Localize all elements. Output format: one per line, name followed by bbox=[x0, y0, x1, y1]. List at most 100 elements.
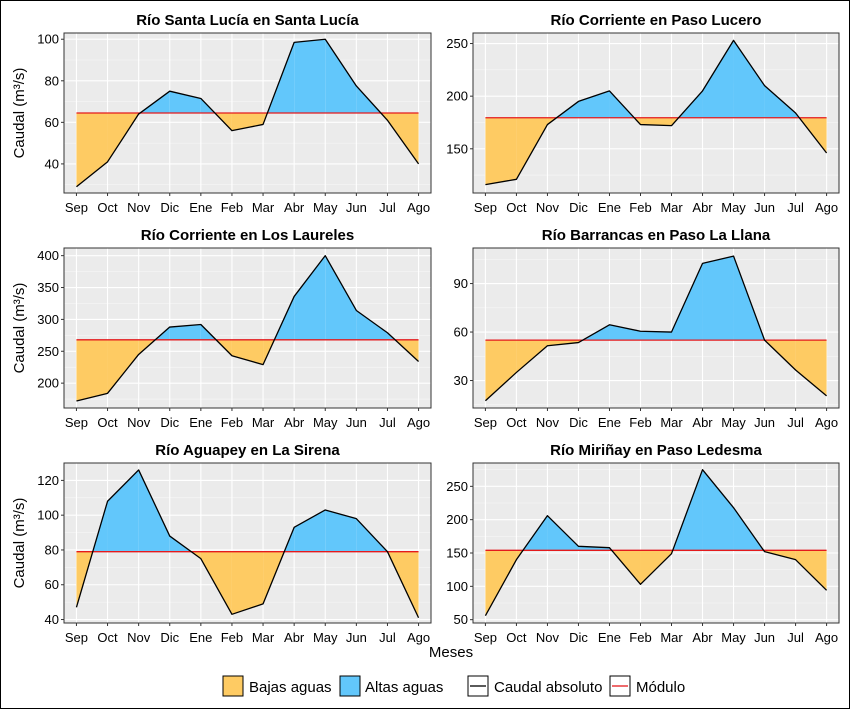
x-tick-label-Jul: Jul bbox=[379, 200, 396, 215]
x-tick-label-Sep: Sep bbox=[65, 200, 88, 215]
panel-border bbox=[63, 247, 432, 409]
x-tick-label-Ago: Ago bbox=[407, 415, 430, 430]
x-tick-label-Nov: Nov bbox=[536, 200, 560, 215]
x-tick-label-Oct: Oct bbox=[506, 200, 527, 215]
panel-border bbox=[472, 32, 840, 194]
bajas-aguas-area bbox=[516, 340, 548, 373]
x-tick-label-Dic: Dic bbox=[160, 415, 179, 430]
x-tick-label-Dic: Dic bbox=[569, 630, 588, 645]
x-tick-label-Feb: Feb bbox=[221, 630, 243, 645]
x-tick-label-Ago: Ago bbox=[815, 200, 838, 215]
x-tick-label-Sep: Sep bbox=[474, 630, 497, 645]
y-tick-label: 40 bbox=[45, 612, 59, 627]
facet-panel-6: 50 100 150 200 250 Sep Oct Nov Dic Ene Feb Mar Abr Ma… bbox=[446, 442, 840, 645]
bajas-aguas-area bbox=[795, 550, 827, 591]
x-axis-label: Meses bbox=[429, 644, 473, 661]
panel-title: Río Santa Lucía en Santa Lucía bbox=[136, 12, 359, 29]
altas-aguas-area bbox=[356, 310, 388, 340]
panel-border bbox=[63, 462, 432, 624]
caudal-absoluto-line bbox=[484, 469, 828, 616]
facet-panel-3: 200 250 300 350 400 Sep Oct Nov Dic Ene Feb Mar Abr M… bbox=[11, 227, 432, 430]
altas-aguas-area bbox=[702, 256, 734, 341]
altas-aguas-area bbox=[107, 469, 139, 552]
x-tick-label-Mar: Mar bbox=[660, 415, 683, 430]
panel-border bbox=[63, 32, 432, 194]
x-tick-label-Mar: Mar bbox=[660, 630, 683, 645]
altas-aguas-area bbox=[325, 39, 357, 113]
x-tick-label-Abr: Abr bbox=[284, 415, 305, 430]
x-tick-label-Ene: Ene bbox=[189, 630, 212, 645]
panel-title: Río Aguapey en La Sirena bbox=[155, 442, 340, 459]
x-tick-label-Abr: Abr bbox=[692, 415, 713, 430]
y-tick-label: 200 bbox=[37, 376, 59, 391]
x-tick-label-Mar: Mar bbox=[252, 200, 275, 215]
x-tick-label-Ago: Ago bbox=[815, 630, 838, 645]
legend-modulo-label: Módulo bbox=[636, 679, 685, 696]
panel-title: Río Barrancas en Paso La Llana bbox=[542, 227, 771, 244]
altas-aguas-area bbox=[640, 331, 672, 341]
legend-caudal-absoluto-label: Caudal absoluto bbox=[494, 679, 602, 696]
y-tick-label: 150 bbox=[446, 141, 468, 156]
x-tick-label-Dic: Dic bbox=[569, 200, 588, 215]
caudal-absoluto-line bbox=[76, 254, 420, 402]
altas-aguas-area bbox=[169, 91, 201, 113]
y-axis-label: Caudal (m³/s) bbox=[11, 498, 28, 589]
x-tick-label-May: May bbox=[313, 200, 338, 215]
x-tick-label-Ene: Ene bbox=[189, 200, 212, 215]
caudal-absoluto-line bbox=[75, 469, 420, 619]
y-tick-label: 250 bbox=[446, 479, 468, 494]
x-tick-label-Jun: Jun bbox=[754, 200, 775, 215]
y-tick-label: 30 bbox=[454, 373, 468, 388]
x-tick-label-Jun: Jun bbox=[346, 415, 367, 430]
x-tick-label-Dic: Dic bbox=[160, 630, 179, 645]
caudal-key-box bbox=[467, 675, 489, 697]
x-tick-label-Jun: Jun bbox=[346, 200, 367, 215]
modulo-key-box bbox=[609, 675, 631, 697]
x-tick-label-Jun: Jun bbox=[754, 415, 775, 430]
altas-aguas-area bbox=[138, 469, 170, 552]
x-tick-label-Oct: Oct bbox=[97, 415, 118, 430]
x-tick-label-Oct: Oct bbox=[97, 200, 118, 215]
x-tick-label-Ago: Ago bbox=[407, 630, 430, 645]
facet-panel-2: 150 200 250 Sep Oct Nov Dic Ene Feb Mar Abr May Jun J… bbox=[446, 12, 840, 215]
altas-aguas-area bbox=[733, 40, 765, 118]
y-tick-label: 40 bbox=[45, 156, 59, 171]
bajas-aguas-area bbox=[485, 550, 517, 616]
caudal-absoluto-line bbox=[76, 38, 420, 188]
y-tick-label: 150 bbox=[446, 546, 468, 561]
x-tick-label-Oct: Oct bbox=[506, 630, 527, 645]
panel-border bbox=[472, 462, 840, 624]
x-tick-label-Jul: Jul bbox=[787, 200, 804, 215]
bajas-aguas-area bbox=[231, 113, 264, 131]
panel-border bbox=[472, 247, 840, 409]
bajas-aguas-area bbox=[76, 339, 108, 401]
x-tick-label-Ene: Ene bbox=[598, 200, 621, 215]
facet-panel-5: 40 60 80 100 120 Sep Oct Nov Dic Ene Feb Mar Abr May J… bbox=[11, 442, 432, 645]
altas-aguas-area bbox=[294, 509, 326, 552]
x-tick-label-Jun: Jun bbox=[754, 630, 775, 645]
altas-aguas-area bbox=[764, 85, 796, 118]
y-tick-label: 50 bbox=[454, 612, 468, 627]
x-tick-label-Sep: Sep bbox=[65, 630, 88, 645]
altas-aguas-area bbox=[702, 469, 734, 551]
bajas-aguas-swatch bbox=[222, 675, 244, 697]
x-tick-label-Mar: Mar bbox=[660, 200, 683, 215]
y-tick-label: 60 bbox=[45, 577, 59, 592]
legend: Bajas aguas Altas aguas Caudal absoluto Mód… bbox=[222, 675, 685, 697]
x-tick-label-Abr: Abr bbox=[284, 630, 305, 645]
y-tick-label: 120 bbox=[37, 473, 59, 488]
x-tick-label-Jul: Jul bbox=[787, 630, 804, 645]
panel-background bbox=[473, 248, 839, 408]
altas-aguas-area bbox=[671, 263, 703, 341]
bajas-aguas-area bbox=[76, 113, 108, 187]
bajas-aguas-area bbox=[231, 551, 264, 615]
legend-bajas-aguas-label: Bajas aguas bbox=[249, 679, 332, 696]
y-tick-label: 80 bbox=[45, 542, 59, 557]
bajas-aguas-area bbox=[516, 117, 548, 180]
y-tick-label: 100 bbox=[37, 32, 59, 47]
y-tick-label: 100 bbox=[37, 508, 59, 523]
x-tick-label-Ene: Ene bbox=[598, 415, 621, 430]
y-tick-label: 200 bbox=[446, 89, 468, 104]
altas-aguas-area bbox=[294, 39, 326, 113]
altas-aguas-area bbox=[325, 509, 357, 552]
